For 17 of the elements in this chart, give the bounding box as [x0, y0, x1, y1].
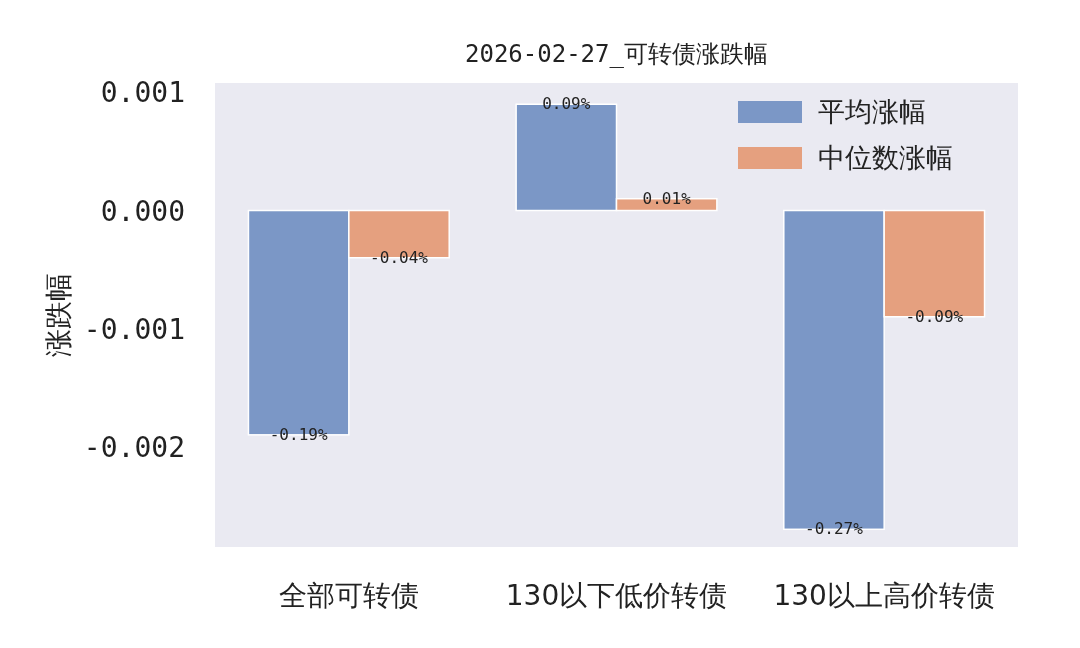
data-label: 0.09%	[542, 94, 591, 114]
y-axis-title: 涨跌幅	[42, 273, 75, 357]
y-tick-label: 0.001	[100, 76, 185, 110]
x-tick-label: 全部可转债	[278, 579, 419, 612]
x-tick-label: 130以上高价转债	[773, 579, 995, 612]
chart-title: 2026-02-27_可转债涨跌幅	[465, 40, 768, 68]
legend-label: 中位数涨幅	[818, 142, 953, 173]
y-tick-label: -0.001	[83, 312, 185, 346]
data-label: -0.04%	[370, 247, 429, 267]
data-label: -0.19%	[269, 424, 328, 444]
data-label: -0.09%	[905, 306, 964, 326]
data-label: -0.27%	[805, 519, 864, 539]
legend-label: 平均涨幅	[818, 96, 926, 127]
y-tick-label: -0.002	[83, 430, 185, 464]
data-label: 0.01%	[642, 188, 692, 208]
x-tick-label: 130以下低价转债	[505, 579, 728, 612]
y-tick-label: 0.000	[100, 194, 185, 228]
